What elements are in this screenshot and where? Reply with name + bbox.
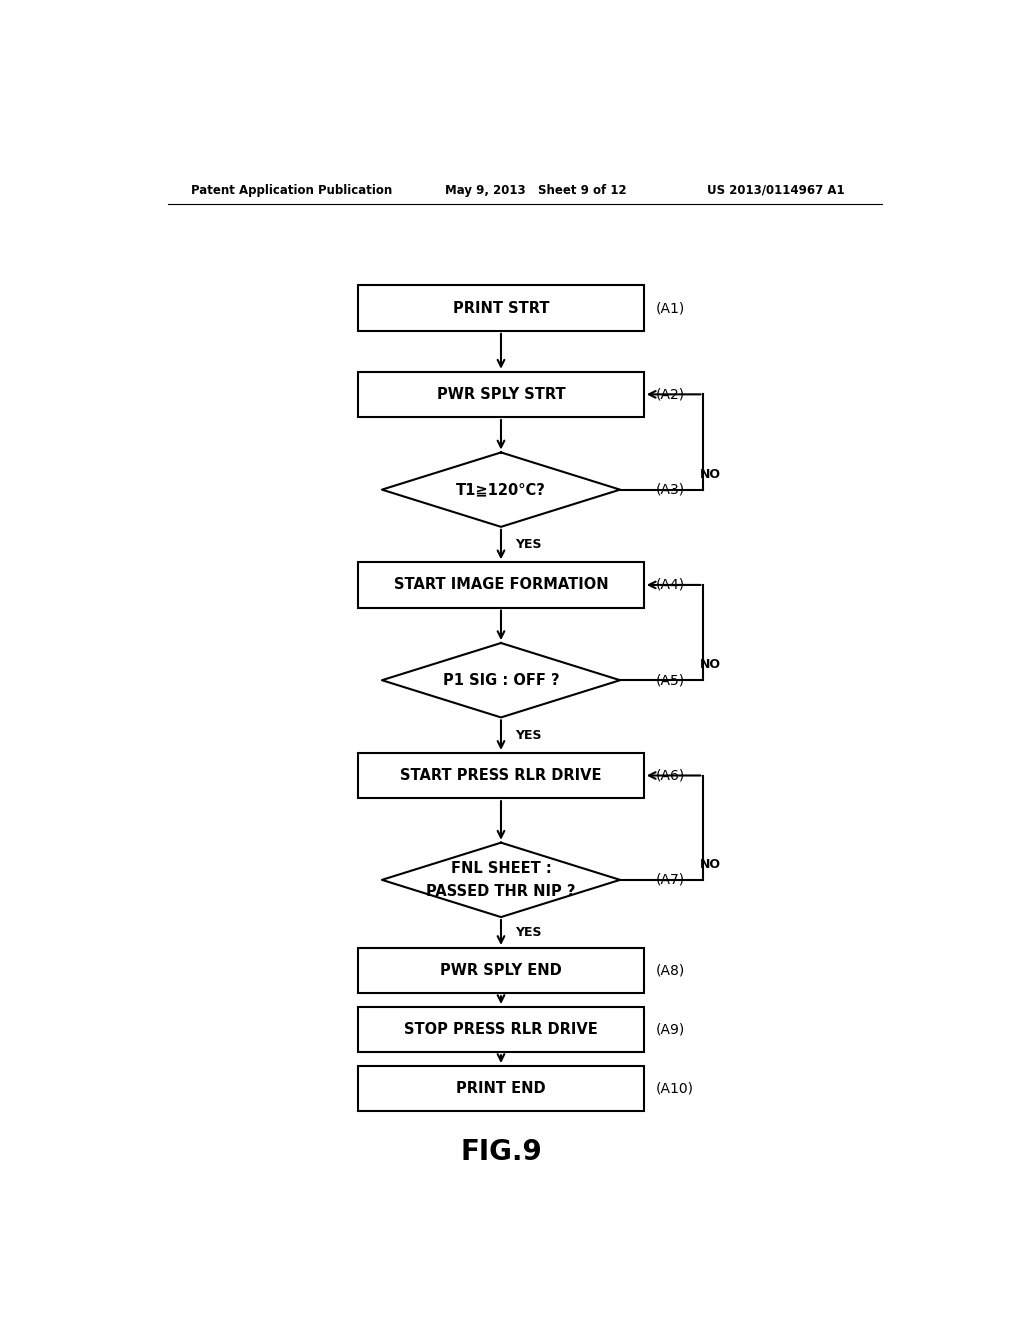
- Text: May 9, 2013   Sheet 9 of 12: May 9, 2013 Sheet 9 of 12: [445, 183, 627, 197]
- Text: PRINT STRT: PRINT STRT: [453, 301, 549, 315]
- Text: (A2): (A2): [655, 387, 685, 401]
- Text: Patent Application Publication: Patent Application Publication: [191, 183, 393, 197]
- FancyBboxPatch shape: [358, 372, 644, 417]
- FancyBboxPatch shape: [358, 562, 644, 607]
- Text: (A8): (A8): [655, 964, 685, 978]
- Text: PWR SPLY END: PWR SPLY END: [440, 964, 562, 978]
- Text: (A1): (A1): [655, 301, 685, 315]
- Text: (A10): (A10): [655, 1081, 693, 1096]
- Text: NO: NO: [699, 659, 721, 671]
- Text: NO: NO: [699, 467, 721, 480]
- Text: YES: YES: [515, 729, 542, 742]
- Text: NO: NO: [699, 858, 721, 871]
- Text: P1 SIG : OFF ?: P1 SIG : OFF ?: [442, 673, 559, 688]
- FancyBboxPatch shape: [358, 285, 644, 331]
- FancyBboxPatch shape: [358, 1007, 644, 1052]
- Text: (A5): (A5): [655, 673, 685, 688]
- Text: YES: YES: [515, 927, 542, 939]
- Text: US 2013/0114967 A1: US 2013/0114967 A1: [708, 183, 845, 197]
- Text: PWR SPLY STRT: PWR SPLY STRT: [436, 387, 565, 401]
- Text: (A3): (A3): [655, 483, 685, 496]
- Text: STOP PRESS RLR DRIVE: STOP PRESS RLR DRIVE: [404, 1022, 598, 1038]
- Text: START PRESS RLR DRIVE: START PRESS RLR DRIVE: [400, 768, 602, 783]
- Text: T1≧120°C?: T1≧120°C?: [456, 482, 546, 498]
- Text: (A4): (A4): [655, 578, 685, 591]
- FancyBboxPatch shape: [358, 1067, 644, 1111]
- Text: YES: YES: [515, 539, 542, 550]
- FancyBboxPatch shape: [358, 948, 644, 993]
- Text: (A6): (A6): [655, 768, 685, 783]
- Text: PRINT END: PRINT END: [456, 1081, 546, 1096]
- FancyBboxPatch shape: [358, 752, 644, 799]
- Text: FNL SHEET :: FNL SHEET :: [451, 861, 551, 875]
- Text: (A7): (A7): [655, 873, 685, 887]
- Text: (A9): (A9): [655, 1023, 685, 1036]
- Text: PASSED THR NIP ?: PASSED THR NIP ?: [426, 884, 575, 899]
- Text: START IMAGE FORMATION: START IMAGE FORMATION: [393, 577, 608, 593]
- Text: FIG.9: FIG.9: [460, 1138, 542, 1166]
